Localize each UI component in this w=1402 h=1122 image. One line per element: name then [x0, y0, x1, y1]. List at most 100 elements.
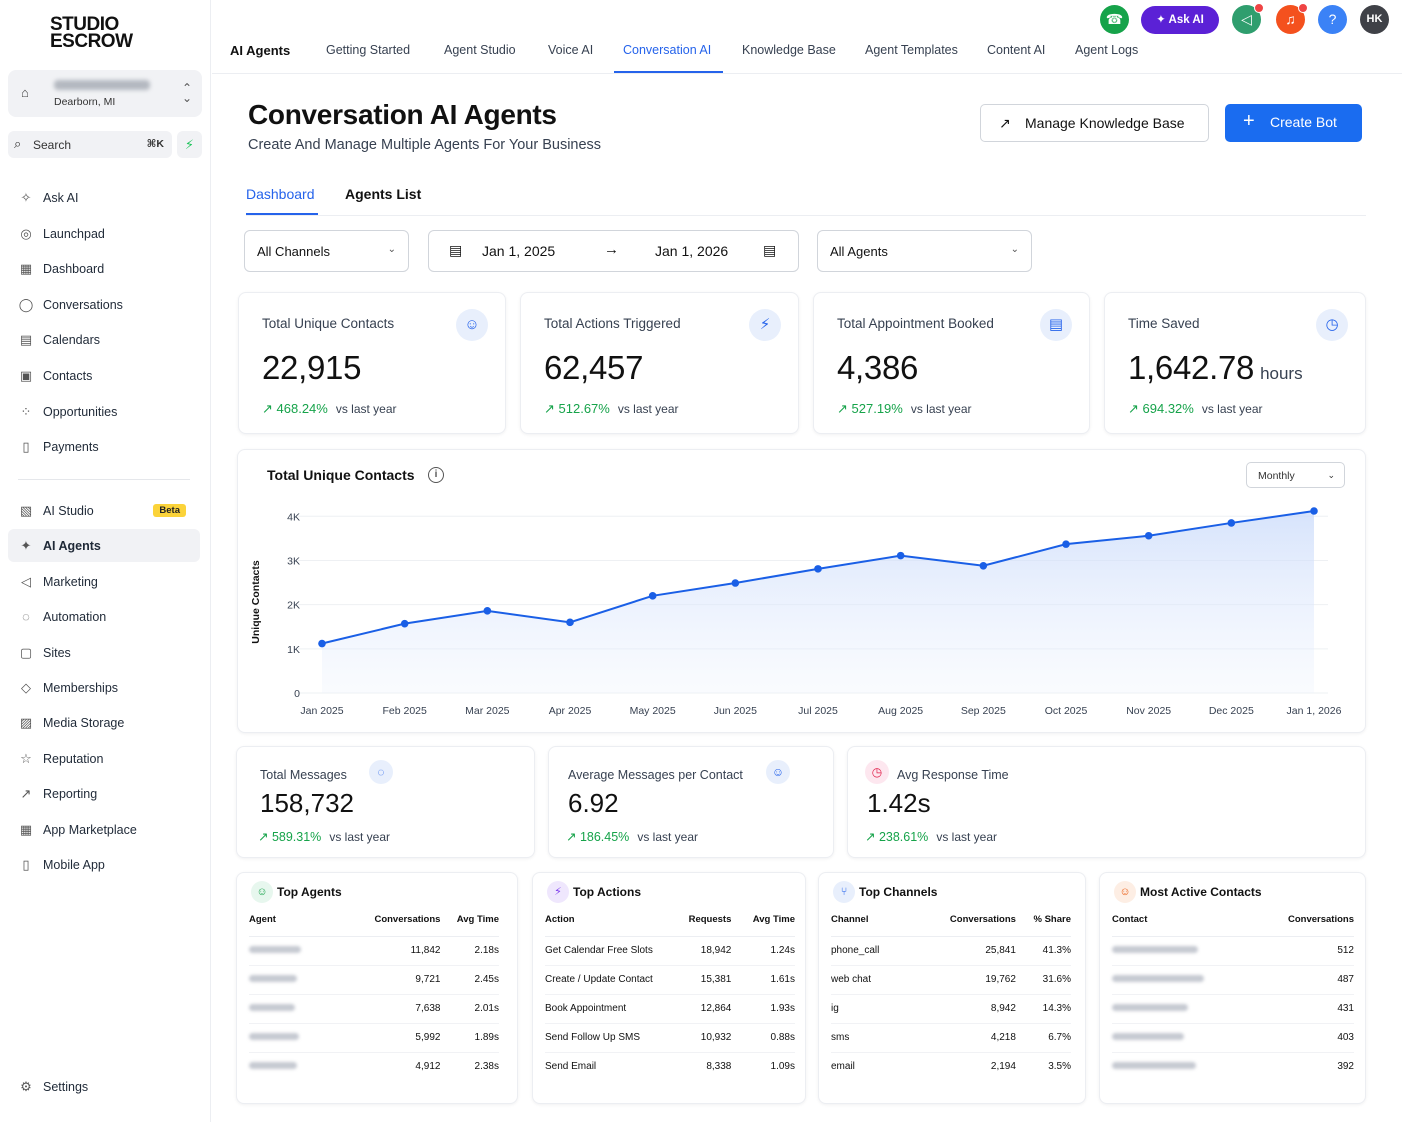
sidebar-item-ai-agents[interactable]: ✦ AI Agents [8, 529, 200, 563]
kpi-value: 62,457 [544, 349, 644, 386]
topnav-tab-agent-studio[interactable]: Agent Studio [444, 43, 516, 57]
sidebar-item-calendars[interactable]: ▤ Calendars [8, 323, 200, 356]
y-axis-label: Unique Contacts [250, 560, 262, 644]
table-row[interactable]: 9,721 2.45s [249, 965, 499, 995]
phone-icon[interactable]: ☎ [1100, 5, 1129, 34]
search-label: Search [33, 138, 72, 152]
table-row[interactable]: web chat 19,762 31.6% [831, 965, 1071, 995]
table-card-top-agents: ☺ Top Agents Agent Conversations Avg Tim… [236, 872, 518, 1104]
table-row[interactable]: 7,638 2.01s [249, 994, 499, 1024]
table-card-active-contacts: ☺ Most Active Contacts Contact Conversat… [1099, 872, 1366, 1104]
app-marketplace-icon: ▦ [19, 821, 33, 837]
topnav-tab-content-ai[interactable]: Content AI [987, 43, 1046, 57]
table-row[interactable]: 11,842 2.18s [249, 936, 499, 966]
kpi-card-time-saved: Time Saved ◷ 1,642.78 hours ↗ 694.32% vs l… [1104, 292, 1366, 434]
channels-select[interactable]: All Channels ⌄ [244, 230, 409, 272]
avatar[interactable]: HK [1360, 5, 1389, 34]
table-row[interactable]: email 2,194 3.5% [831, 1061, 1071, 1073]
period-select[interactable]: Monthly ⌄ [1246, 462, 1345, 488]
table-row[interactable]: phone_call 25,841 41.3% [831, 936, 1071, 966]
search-input[interactable]: ⌕ Search ⌘K [8, 131, 172, 158]
topnav-tab-knowledge-base[interactable]: Knowledge Base [742, 43, 836, 57]
sidebar-item-launchpad[interactable]: ◎ Launchpad [8, 217, 200, 250]
sidebar-item-label: Opportunities [43, 404, 118, 419]
topnav-tab-getting-started[interactable]: Getting Started [326, 43, 411, 57]
manage-knowledge-base-button[interactable]: ↗ Manage Knowledge Base [980, 104, 1209, 142]
x-tick-label: Jun 2025 [714, 705, 757, 717]
sidebar-item-settings[interactable]: ⚙ Settings [8, 1070, 200, 1103]
create-bot-button[interactable]: + Create Bot [1225, 104, 1362, 142]
tab-agents-list[interactable]: Agents List [345, 186, 422, 202]
table-row[interactable]: Create / Update Contact 15,381 1.61s [545, 965, 795, 995]
redacted-name [1112, 975, 1204, 982]
date-range-picker[interactable]: ▤ Jan 1, 2025 → Jan 1, 2026 ▤ [428, 230, 799, 272]
sidebar-item-payments[interactable]: ▯ Payments [8, 430, 200, 463]
data-point [1227, 519, 1236, 527]
sidebar-item-conversations[interactable]: ◯ Conversations [8, 288, 200, 321]
sidebar-item-opportunities[interactable]: ⁘ Opportunities [8, 395, 200, 428]
calendars-icon: ▤ [19, 332, 33, 348]
sidebar-item-label: Calendars [43, 333, 100, 348]
location-name-redacted [54, 80, 150, 90]
agents-select[interactable]: All Agents ⌄ [817, 230, 1032, 272]
data-point [400, 619, 409, 628]
help-icon[interactable]: ? [1318, 5, 1347, 34]
sidebar-item-reputation[interactable]: ☆ Reputation [8, 742, 200, 775]
sidebar-item-marketing[interactable]: ◁ Marketing [8, 565, 200, 598]
tab-divider [246, 215, 1366, 216]
location-switcher[interactable]: ⌂ Dearborn, MI ⌃ ⌄ [8, 70, 202, 117]
chart-title: Total Unique Contacts [267, 467, 415, 483]
share-icon: ⑂ [833, 881, 855, 903]
sidebar-item-dashboard[interactable]: ▦ Dashboard [8, 252, 200, 285]
top-agents-table: Agent Conversations Avg Time 11,842 2.18s… [249, 911, 499, 1081]
topnav-tab-voice-ai[interactable]: Voice AI [548, 43, 594, 57]
sidebar-item-contacts[interactable]: ▣ Contacts [8, 359, 200, 392]
table-row[interactable]: Send Follow Up SMS 10,932 0.88s [545, 1023, 795, 1053]
table-row[interactable]: ig 8,942 14.3% [831, 994, 1071, 1024]
clock-icon: ◷ [865, 760, 889, 784]
megaphone-icon[interactable]: ◁ [1232, 3, 1264, 34]
sidebar-item-ai-studio[interactable]: ▧ AI Studio Beta [8, 494, 200, 527]
conversations-icon: ◯ [18, 296, 34, 312]
table-row[interactable]: Book Appointment 12,864 1.93s [545, 994, 795, 1024]
sidebar-item-sites[interactable]: ▢ Sites [8, 636, 200, 669]
topnav-brand[interactable]: AI Agents [230, 43, 291, 58]
bell-icon[interactable]: ♫ [1276, 3, 1308, 34]
dashboard-icon: ▦ [19, 261, 33, 277]
table-row[interactable]: 392 [1112, 1052, 1354, 1081]
line-chart: 0 1K 2K 3K 4K Unique Contacts Jan 2025 Feb 2025… [250, 507, 1342, 717]
x-tick-label: Feb 2025 [382, 705, 427, 717]
sidebar-item-mobile-app[interactable]: ▯ Mobile App [8, 848, 200, 881]
table-row[interactable]: 5,992 1.89s [249, 1023, 499, 1053]
sidebar-item-memberships[interactable]: ◇ Memberships [8, 671, 200, 704]
chevron-down-icon: ⌄ [387, 244, 396, 255]
table-row[interactable]: 403 [1112, 1023, 1354, 1053]
table-row[interactable]: 487 [1112, 965, 1354, 995]
ask-ai-button[interactable]: ✦ Ask AI [1141, 6, 1219, 34]
table-row[interactable]: Send Email 8,338 1.09s [545, 1061, 795, 1073]
topnav-tab-agent-templates[interactable]: Agent Templates [865, 43, 958, 57]
table-row[interactable]: 512 [1112, 936, 1354, 966]
table-row[interactable]: sms 4,218 6.7% [831, 1023, 1071, 1053]
sidebar-item-reporting[interactable]: ↗ Reporting [8, 777, 200, 810]
gear-icon: ⚙ [20, 1079, 32, 1094]
redacted-name [249, 946, 301, 953]
sidebar-item-media-storage[interactable]: ▨ Media Storage [8, 706, 200, 739]
info-icon[interactable]: i [428, 467, 444, 483]
opportunities-icon: ⁘ [20, 403, 32, 419]
table-row[interactable]: 431 [1112, 994, 1354, 1024]
sidebar-item-ask-ai[interactable]: ✧ Ask AI [8, 181, 200, 214]
tab-dashboard[interactable]: Dashboard [246, 186, 315, 202]
table-row[interactable]: Get Calendar Free Slots 18,942 1.24s [545, 936, 795, 966]
topnav-tab-conversation-ai[interactable]: Conversation AI [623, 43, 712, 57]
quick-action-bolt-icon[interactable]: ⚡ [177, 131, 202, 158]
topnav-tab-agent-logs[interactable]: Agent Logs [1075, 43, 1139, 57]
data-point [731, 579, 740, 587]
kpi-change: ↗ 238.61% vs last year [865, 830, 997, 844]
date-to: Jan 1, 2026 [655, 243, 729, 259]
sidebar-item-automation[interactable]: ◌ Automation [8, 600, 200, 633]
table-row[interactable]: 4,912 2.38s [249, 1052, 499, 1081]
brand-logo[interactable]: STUDIO ESCROW [50, 14, 133, 52]
sidebar-item-app-marketplace[interactable]: ▦ App Marketplace [8, 813, 200, 846]
active-tab-indicator [246, 213, 318, 215]
